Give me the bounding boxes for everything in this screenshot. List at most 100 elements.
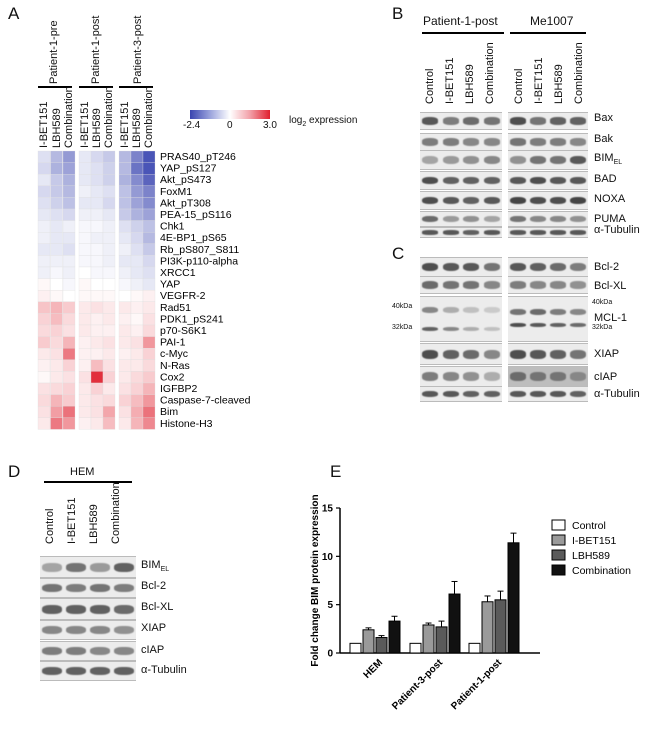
heatmap-cell xyxy=(78,243,92,256)
heatmap-cell xyxy=(130,394,144,407)
heatmap-cell xyxy=(90,208,104,221)
blot-band xyxy=(483,372,500,381)
panel-label-e: E xyxy=(330,462,342,481)
blot-band xyxy=(570,349,586,359)
blot-band xyxy=(442,349,459,359)
heatmap-cell xyxy=(142,232,156,244)
heatmap-cell xyxy=(118,290,132,302)
blot-band xyxy=(570,230,586,235)
blot-band xyxy=(483,390,500,398)
heatmap-cell xyxy=(118,266,132,279)
heatmap-row-label: YAP_pS127 xyxy=(160,163,217,175)
blot-band xyxy=(66,604,86,614)
blot-strip xyxy=(420,227,502,238)
heatmap-cell xyxy=(142,197,156,210)
heatmap-cell xyxy=(102,324,116,337)
blot-protein-label: cIAP xyxy=(141,644,165,656)
blot-band xyxy=(510,117,526,125)
blot-protein-label: Bax xyxy=(594,112,613,124)
blot-band xyxy=(42,604,62,614)
heatmap-cell xyxy=(37,313,51,326)
heatmap-cell xyxy=(142,406,156,418)
heatmap-cell xyxy=(130,359,144,372)
blot-band xyxy=(422,281,439,289)
heatmap-cell xyxy=(37,394,51,407)
heatmap-cell xyxy=(37,417,51,430)
heatmap-cell xyxy=(118,313,132,326)
heatmap-row-label: c-Myc xyxy=(160,348,188,360)
heatmap-cell xyxy=(118,417,132,430)
heatmap-cell xyxy=(102,359,116,372)
heatmap-cell xyxy=(78,336,92,349)
blot-strip xyxy=(420,343,502,365)
heatmap-cell xyxy=(102,266,116,279)
blot-band xyxy=(550,372,566,381)
blot-band xyxy=(570,390,586,398)
heatmap-cell xyxy=(50,162,63,175)
heatmap-cell xyxy=(130,185,144,198)
heatmap-cell xyxy=(50,243,63,256)
heatmap-cell xyxy=(50,150,63,163)
heatmap-cell xyxy=(50,255,63,268)
heatmap-row-label: FoxM1 xyxy=(160,186,192,198)
heatmap-cell xyxy=(78,417,92,430)
heatmap-cell xyxy=(50,232,63,244)
heatmap-cell xyxy=(142,220,156,233)
heatmap-cell xyxy=(62,185,76,198)
heatmap-cell xyxy=(37,371,51,384)
blot-band xyxy=(510,262,526,272)
heatmap-cell xyxy=(102,174,116,186)
blot-strip xyxy=(508,386,588,402)
x-tick-label: Patient-3-post xyxy=(390,657,445,712)
blot-band xyxy=(90,625,110,635)
blot-band xyxy=(483,176,500,185)
blot-strip xyxy=(420,191,502,210)
heatmap-row-label: Caspase-7-cleaved xyxy=(160,395,251,407)
blot-band xyxy=(550,230,566,235)
blot-band xyxy=(422,307,439,313)
blot-band xyxy=(442,281,459,289)
blot-band xyxy=(550,309,566,315)
bar-lbh589 xyxy=(494,599,507,654)
heatmap-cell xyxy=(37,406,51,418)
blot-lane-label: Control xyxy=(424,68,436,104)
blot-band xyxy=(463,390,480,398)
heatmap-cell xyxy=(102,185,116,198)
legend-label: I-BET151 xyxy=(572,535,617,547)
heatmap-cell xyxy=(78,185,92,198)
heatmap-cell xyxy=(78,324,92,337)
heatmap-cell xyxy=(142,255,156,268)
legend-swatch xyxy=(551,519,566,531)
blot-band xyxy=(483,196,500,205)
blot-band xyxy=(530,262,546,272)
blot-band xyxy=(42,583,62,593)
blot-band xyxy=(442,215,459,223)
heatmap-cell xyxy=(37,162,51,175)
blot-band xyxy=(463,372,480,381)
heatmap-cell xyxy=(62,313,76,326)
heatmap-cell xyxy=(118,162,132,175)
blot-band xyxy=(442,372,459,381)
heatmap-cell xyxy=(50,266,63,279)
blot-band xyxy=(550,196,566,205)
blot-band xyxy=(442,117,459,125)
blot-band xyxy=(550,176,566,185)
heatmap-row-label: Rb_pS807_S811 xyxy=(160,244,239,256)
heatmap-cell xyxy=(130,174,144,186)
legend-label: Combination xyxy=(572,565,631,577)
heatmap-cell xyxy=(118,278,132,291)
blot-strip xyxy=(420,112,502,130)
heatmap-cell xyxy=(90,150,104,163)
heatmap-cell xyxy=(78,394,92,407)
blot-band xyxy=(570,281,586,289)
heatmap-cell xyxy=(118,371,132,384)
blot-band xyxy=(442,327,459,331)
blot-band xyxy=(530,372,546,381)
y-tick-label: 5 xyxy=(327,600,333,611)
bar-control xyxy=(468,642,481,654)
blot-band xyxy=(422,262,439,272)
blot-strip xyxy=(508,257,588,277)
blot-strip xyxy=(420,150,502,170)
blot-band xyxy=(442,196,459,205)
heatmap-cell xyxy=(62,232,76,244)
